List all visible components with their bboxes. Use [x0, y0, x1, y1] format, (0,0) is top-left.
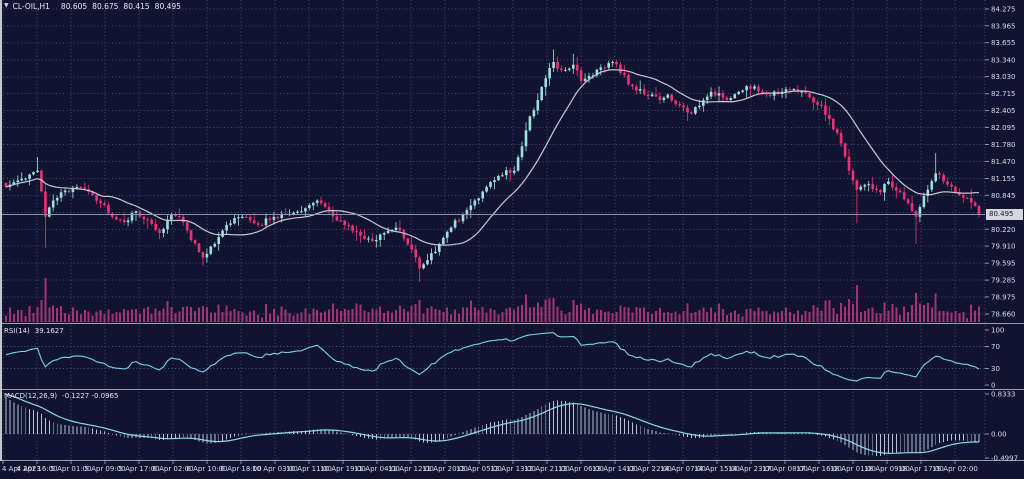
svg-text:13 Apr 22:00: 13 Apr 22:00 [626, 465, 672, 473]
symbol-name: CL-OIL,H1 [12, 2, 50, 11]
svg-text:0: 0 [991, 382, 995, 390]
svg-text:0.00: 0.00 [991, 431, 1007, 439]
svg-text:83.030: 83.030 [991, 73, 1016, 81]
svg-text:5 Apr 17:00: 5 Apr 17:00 [118, 465, 159, 473]
macd-name: MACD(12,26,9) [4, 392, 58, 400]
chart-title: ▼ CL-OIL,H1 80.605 80.675 80.415 80.495 [4, 2, 181, 11]
svg-text:5 Apr 09:00: 5 Apr 09:00 [84, 465, 125, 473]
svg-text:11 Apr 12:00: 11 Apr 12:00 [388, 465, 434, 473]
svg-text:6 Apr 18:00: 6 Apr 18:00 [220, 465, 261, 473]
window-left-edge [0, 0, 2, 461]
svg-text:12 Apr 13:00: 12 Apr 13:00 [490, 465, 536, 473]
ohlc-low: 80.415 [123, 2, 150, 11]
svg-text:81.155: 81.155 [991, 175, 1016, 183]
svg-text:11 Apr 04:00: 11 Apr 04:00 [354, 465, 400, 473]
svg-text:84.275: 84.275 [991, 6, 1016, 14]
svg-text:13 Apr 06:00: 13 Apr 06:00 [558, 465, 604, 473]
svg-text:14 Apr 23:00: 14 Apr 23:00 [728, 465, 774, 473]
svg-text:12 Apr 05:00: 12 Apr 05:00 [456, 465, 502, 473]
macd-values: -0.1227 -0.0965 [62, 392, 119, 400]
rsi-axis-labels: 100 70 30 0 [985, 327, 1004, 390]
svg-text:11 Apr 20:00: 11 Apr 20:00 [422, 465, 468, 473]
svg-text:100: 100 [991, 327, 1004, 335]
symbol-dropdown-icon[interactable]: ▼ [4, 2, 9, 9]
svg-text:17 Apr 16:00: 17 Apr 16:00 [796, 465, 842, 473]
svg-text:83.340: 83.340 [991, 56, 1016, 64]
svg-text:80.845: 80.845 [991, 192, 1016, 200]
svg-text:18 Apr 09:00: 18 Apr 09:00 [864, 465, 910, 473]
svg-text:14 Apr 15:00: 14 Apr 15:00 [694, 465, 740, 473]
svg-text:18 Apr 17:00: 18 Apr 17:00 [898, 465, 944, 473]
grid [0, 0, 986, 460]
rsi-indicator-label: RSI(14) 39.1627 [4, 327, 64, 335]
indicator-level-lines [0, 346, 985, 435]
svg-text:81.780: 81.780 [991, 141, 1016, 149]
svg-text:80.220: 80.220 [991, 226, 1016, 234]
svg-text:0.8333: 0.8333 [991, 391, 1016, 399]
svg-text:82.095: 82.095 [991, 124, 1016, 132]
svg-text:4 Apr 16:00: 4 Apr 16:00 [16, 465, 57, 473]
svg-text:10 Apr 19:00: 10 Apr 19:00 [320, 465, 366, 473]
svg-text:6 Apr 10:00: 6 Apr 10:00 [186, 465, 227, 473]
svg-text:12 Apr 21:00: 12 Apr 21:00 [524, 465, 570, 473]
svg-text:14 Apr 07:00: 14 Apr 07:00 [660, 465, 706, 473]
svg-text:81.470: 81.470 [991, 158, 1016, 166]
svg-text:-0.4997: -0.4997 [991, 455, 1018, 463]
volume-bars [5, 278, 980, 322]
ohlc-open: 80.605 [60, 2, 88, 11]
svg-text:10 Apr 03:00: 10 Apr 03:00 [252, 465, 298, 473]
svg-text:17 Apr 08:00: 17 Apr 08:00 [762, 465, 808, 473]
svg-text:30: 30 [991, 365, 1000, 373]
svg-text:83.965: 83.965 [991, 22, 1016, 30]
svg-text:79.910: 79.910 [991, 243, 1016, 251]
svg-text:5 Apr 01:00: 5 Apr 01:00 [50, 465, 91, 473]
macd-indicator-label: MACD(12,26,9) -0.1227 -0.0965 [4, 392, 118, 400]
svg-text:70: 70 [991, 343, 1000, 351]
svg-text:79.595: 79.595 [991, 260, 1016, 268]
rsi-line [5, 332, 980, 382]
svg-text:82.405: 82.405 [991, 107, 1016, 115]
price-axis-labels: 84.275 83.965 83.655 83.340 83.030 82.715 82.4… [985, 6, 1016, 319]
svg-text:82.715: 82.715 [991, 90, 1016, 98]
pane-separators [0, 322, 1024, 462]
svg-text:10 Apr 11:00: 10 Apr 11:00 [286, 465, 332, 473]
current-price-badge: 80.495 [986, 208, 1023, 220]
macd-axis-labels: 0.8333 0.00 -0.4997 [985, 391, 1018, 463]
svg-text:83.655: 83.655 [991, 39, 1016, 47]
svg-text:4 Apr 2023: 4 Apr 2023 [2, 465, 41, 473]
svg-text:78.975: 78.975 [991, 293, 1016, 301]
ohlc-close: 80.495 [154, 2, 181, 11]
svg-text:13 Apr 14:00: 13 Apr 14:00 [592, 465, 638, 473]
macd-signal-line [5, 393, 980, 454]
rsi-value: 39.1627 [34, 327, 64, 335]
ohlc-high: 80.675 [92, 2, 119, 11]
rsi-name: RSI(14) [4, 327, 30, 335]
svg-text:19 Apr 02:00: 19 Apr 02:00 [932, 465, 978, 473]
svg-text:79.285: 79.285 [991, 277, 1016, 285]
ma-line [5, 69, 980, 246]
svg-text:18 Apr 01:00: 18 Apr 01:00 [830, 465, 876, 473]
candlesticks [4, 49, 981, 282]
svg-text:78.660: 78.660 [991, 311, 1016, 319]
svg-text:6 Apr 02:00: 6 Apr 02:00 [152, 465, 193, 473]
